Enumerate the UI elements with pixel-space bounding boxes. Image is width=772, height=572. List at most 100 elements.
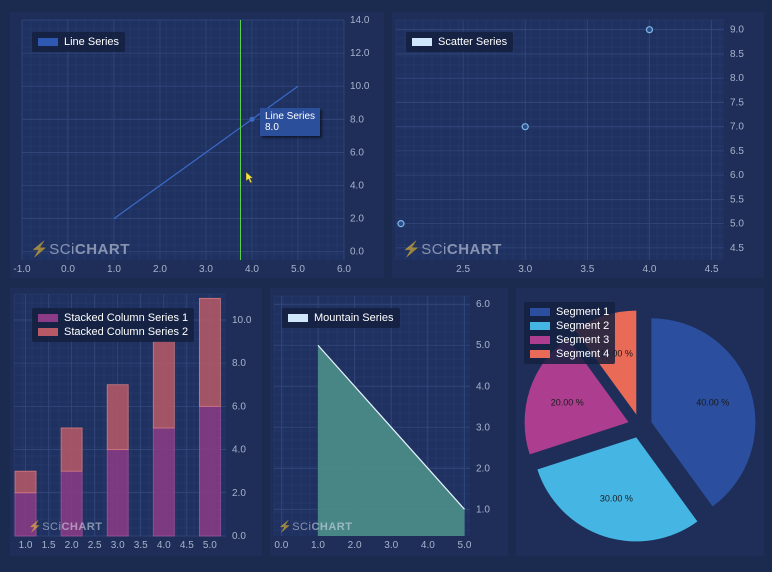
pie-slice-label: 20.00 % [551, 397, 584, 407]
hover-point [249, 116, 255, 122]
mountain-area [317, 345, 465, 536]
legend-label: Segment 3 [556, 334, 610, 346]
x-tick-label: 2.0 [348, 540, 362, 551]
scichart-logo: ⚡SCiCHART [278, 520, 352, 533]
legend-label: Segment 1 [556, 306, 610, 318]
pie-slice [524, 338, 629, 455]
y-tick-label: 6.0 [730, 170, 744, 181]
mountain-chart-svg[interactable]: 0.0 1.0 2.0 3.0 4.0 5.0 1.0 2.0 3.0 4.0 5.0 6.0 [270, 288, 508, 556]
x-tick-label: 4.0 [245, 264, 259, 275]
logo-bold-text: CHART [61, 521, 103, 533]
logo-slash-icon: ⚡ [30, 241, 50, 258]
scatter-point [521, 123, 529, 131]
x-tick-label: 3.0 [111, 540, 125, 551]
logo-thin-text: SCi [49, 241, 75, 258]
x-tick-label: 2.5 [88, 540, 102, 551]
x-tick-label: 2.5 [456, 264, 470, 275]
y-tick-label: 7.5 [730, 97, 744, 108]
x-tick-label: -1.0 [13, 264, 31, 275]
pie-legend: Segment 1 Segment 2 Segment 3 Segment 4 [524, 302, 616, 364]
y-tick-label: 4.5 [730, 243, 744, 254]
y-tick-label: 7.0 [730, 122, 744, 133]
x-tick-label: 0.0 [61, 264, 75, 275]
stacked-column-bar [106, 449, 129, 537]
scatter-chart-panel[interactable]: 2.5 3.0 3.5 4.0 4.5 4.5 5.0 5.5 6.0 6.5 7.0 7.5 8.0 8… [392, 12, 764, 278]
legend-swatch [530, 336, 550, 344]
line-chart-svg[interactable]: -1.0 0.0 1.0 2.0 3.0 4.0 5.0 6.0 0.0 2.0 4.0 6.0 8.0… [10, 12, 384, 278]
x-tick-label: 5.0 [458, 540, 472, 551]
y-tick-label: 6.0 [350, 147, 364, 158]
y-tick-label: 10.0 [232, 315, 252, 326]
y-tick-label: 0.0 [350, 247, 364, 258]
legend-swatch [530, 308, 550, 316]
x-tick-label: 1.5 [42, 540, 56, 551]
pie-slice-label: 40.00 % [696, 397, 729, 407]
legend-entry-segment-3[interactable]: Segment 3 [530, 333, 609, 347]
line-chart-panel[interactable]: -1.0 0.0 1.0 2.0 3.0 4.0 5.0 6.0 0.0 2.0 4.0 6.0 8.0… [10, 12, 384, 278]
x-tick-label: 3.0 [518, 264, 532, 275]
pie-slice-label: 30.00 % [600, 494, 633, 504]
y-tick-label: 6.0 [476, 299, 490, 310]
x-tick-label: 5.0 [203, 540, 217, 551]
stacked-column-legend: Stacked Column Series 1 Stacked Column S… [32, 308, 195, 342]
x-tick-label: 3.5 [134, 540, 148, 551]
legend-entry-segment-1[interactable]: Segment 1 [530, 305, 609, 319]
tooltip-series-name: Line Series [265, 111, 316, 122]
y-tick-label: 9.0 [730, 25, 744, 36]
legend-entry-line-series[interactable]: Line Series [38, 35, 119, 49]
y-tick-label: 4.0 [232, 445, 246, 456]
x-tick-label: 2.0 [65, 540, 79, 551]
scichart-logo: ⚡SCiCHART [30, 240, 130, 258]
y-tick-label: 4.0 [476, 381, 490, 392]
x-tick-label: 3.5 [580, 264, 594, 275]
legend-label: Segment 2 [556, 320, 610, 332]
pie-slice [537, 437, 698, 542]
legend-swatch [38, 314, 58, 322]
stacked-column-bar [60, 427, 83, 472]
legend-entry-segment-2[interactable]: Segment 2 [530, 319, 609, 333]
line-legend: Line Series [32, 32, 126, 52]
y-tick-label: 6.5 [730, 146, 744, 157]
legend-label: Line Series [64, 36, 120, 48]
stacked-column-bar [198, 297, 221, 407]
legend-swatch [412, 38, 432, 46]
legend-entry-stacked-1[interactable]: Stacked Column Series 1 [38, 311, 188, 325]
x-tick-label: 4.5 [705, 264, 719, 275]
plot-area [396, 20, 724, 260]
logo-bold-text: CHART [311, 521, 353, 533]
logo-thin-text: SCi [421, 241, 447, 258]
mountain-legend: Mountain Series [282, 308, 400, 328]
x-tick-label: 4.0 [421, 540, 435, 551]
legend-swatch [38, 328, 58, 336]
legend-swatch [530, 350, 550, 358]
logo-slash-icon: ⚡ [278, 521, 293, 533]
logo-bold-text: CHART [446, 241, 502, 258]
legend-entry-mountain-series[interactable]: Mountain Series [288, 311, 394, 325]
stacked-column-chart-panel[interactable]: 1.0 1.5 2.0 2.5 3.0 3.5 4.0 4.5 5.0 0.0 2.0 4.0 6.0 8… [10, 288, 262, 556]
pie-slice [651, 318, 756, 507]
legend-label: Mountain Series [314, 312, 394, 324]
scatter-point [645, 26, 654, 34]
legend-label: Segment 4 [556, 348, 610, 360]
pie-chart-panel[interactable]: 40.00 % 30.00 % 20.00 % 10.00 % Segment 1 S… [516, 288, 764, 556]
scichart-logo: ⚡SCiCHART [402, 240, 502, 258]
x-tick-label: 4.0 [643, 264, 657, 275]
plot-area [22, 20, 344, 260]
stacked-column-bar [198, 405, 221, 537]
logo-slash-icon: ⚡ [402, 241, 422, 258]
mountain-line [317, 344, 465, 510]
y-tick-label: 6.0 [232, 401, 246, 412]
scatter-chart-svg[interactable]: 2.5 3.0 3.5 4.0 4.5 4.5 5.0 5.5 6.0 6.5 7.0 7.5 8.0 8… [392, 12, 764, 278]
line-tooltip: Line Series 8.0 [260, 108, 321, 136]
y-tick-label: 2.0 [476, 463, 490, 474]
legend-label: Stacked Column Series 2 [64, 326, 189, 338]
legend-entry-stacked-2[interactable]: Stacked Column Series 2 [38, 325, 188, 339]
pie-chart-svg[interactable]: 40.00 % 30.00 % 20.00 % 10.00 % [516, 288, 764, 556]
legend-entry-scatter-series[interactable]: Scatter Series [412, 35, 507, 49]
mountain-chart-panel[interactable]: 0.0 1.0 2.0 3.0 4.0 5.0 1.0 2.0 3.0 4.0 5.0 6.0 Mou… [270, 288, 508, 556]
scatter-legend: Scatter Series [406, 32, 514, 52]
legend-entry-segment-4[interactable]: Segment 4 [530, 347, 609, 361]
y-tick-label: 8.0 [730, 73, 744, 84]
logo-slash-icon: ⚡ [28, 521, 43, 533]
y-tick-label: 8.0 [232, 358, 246, 369]
